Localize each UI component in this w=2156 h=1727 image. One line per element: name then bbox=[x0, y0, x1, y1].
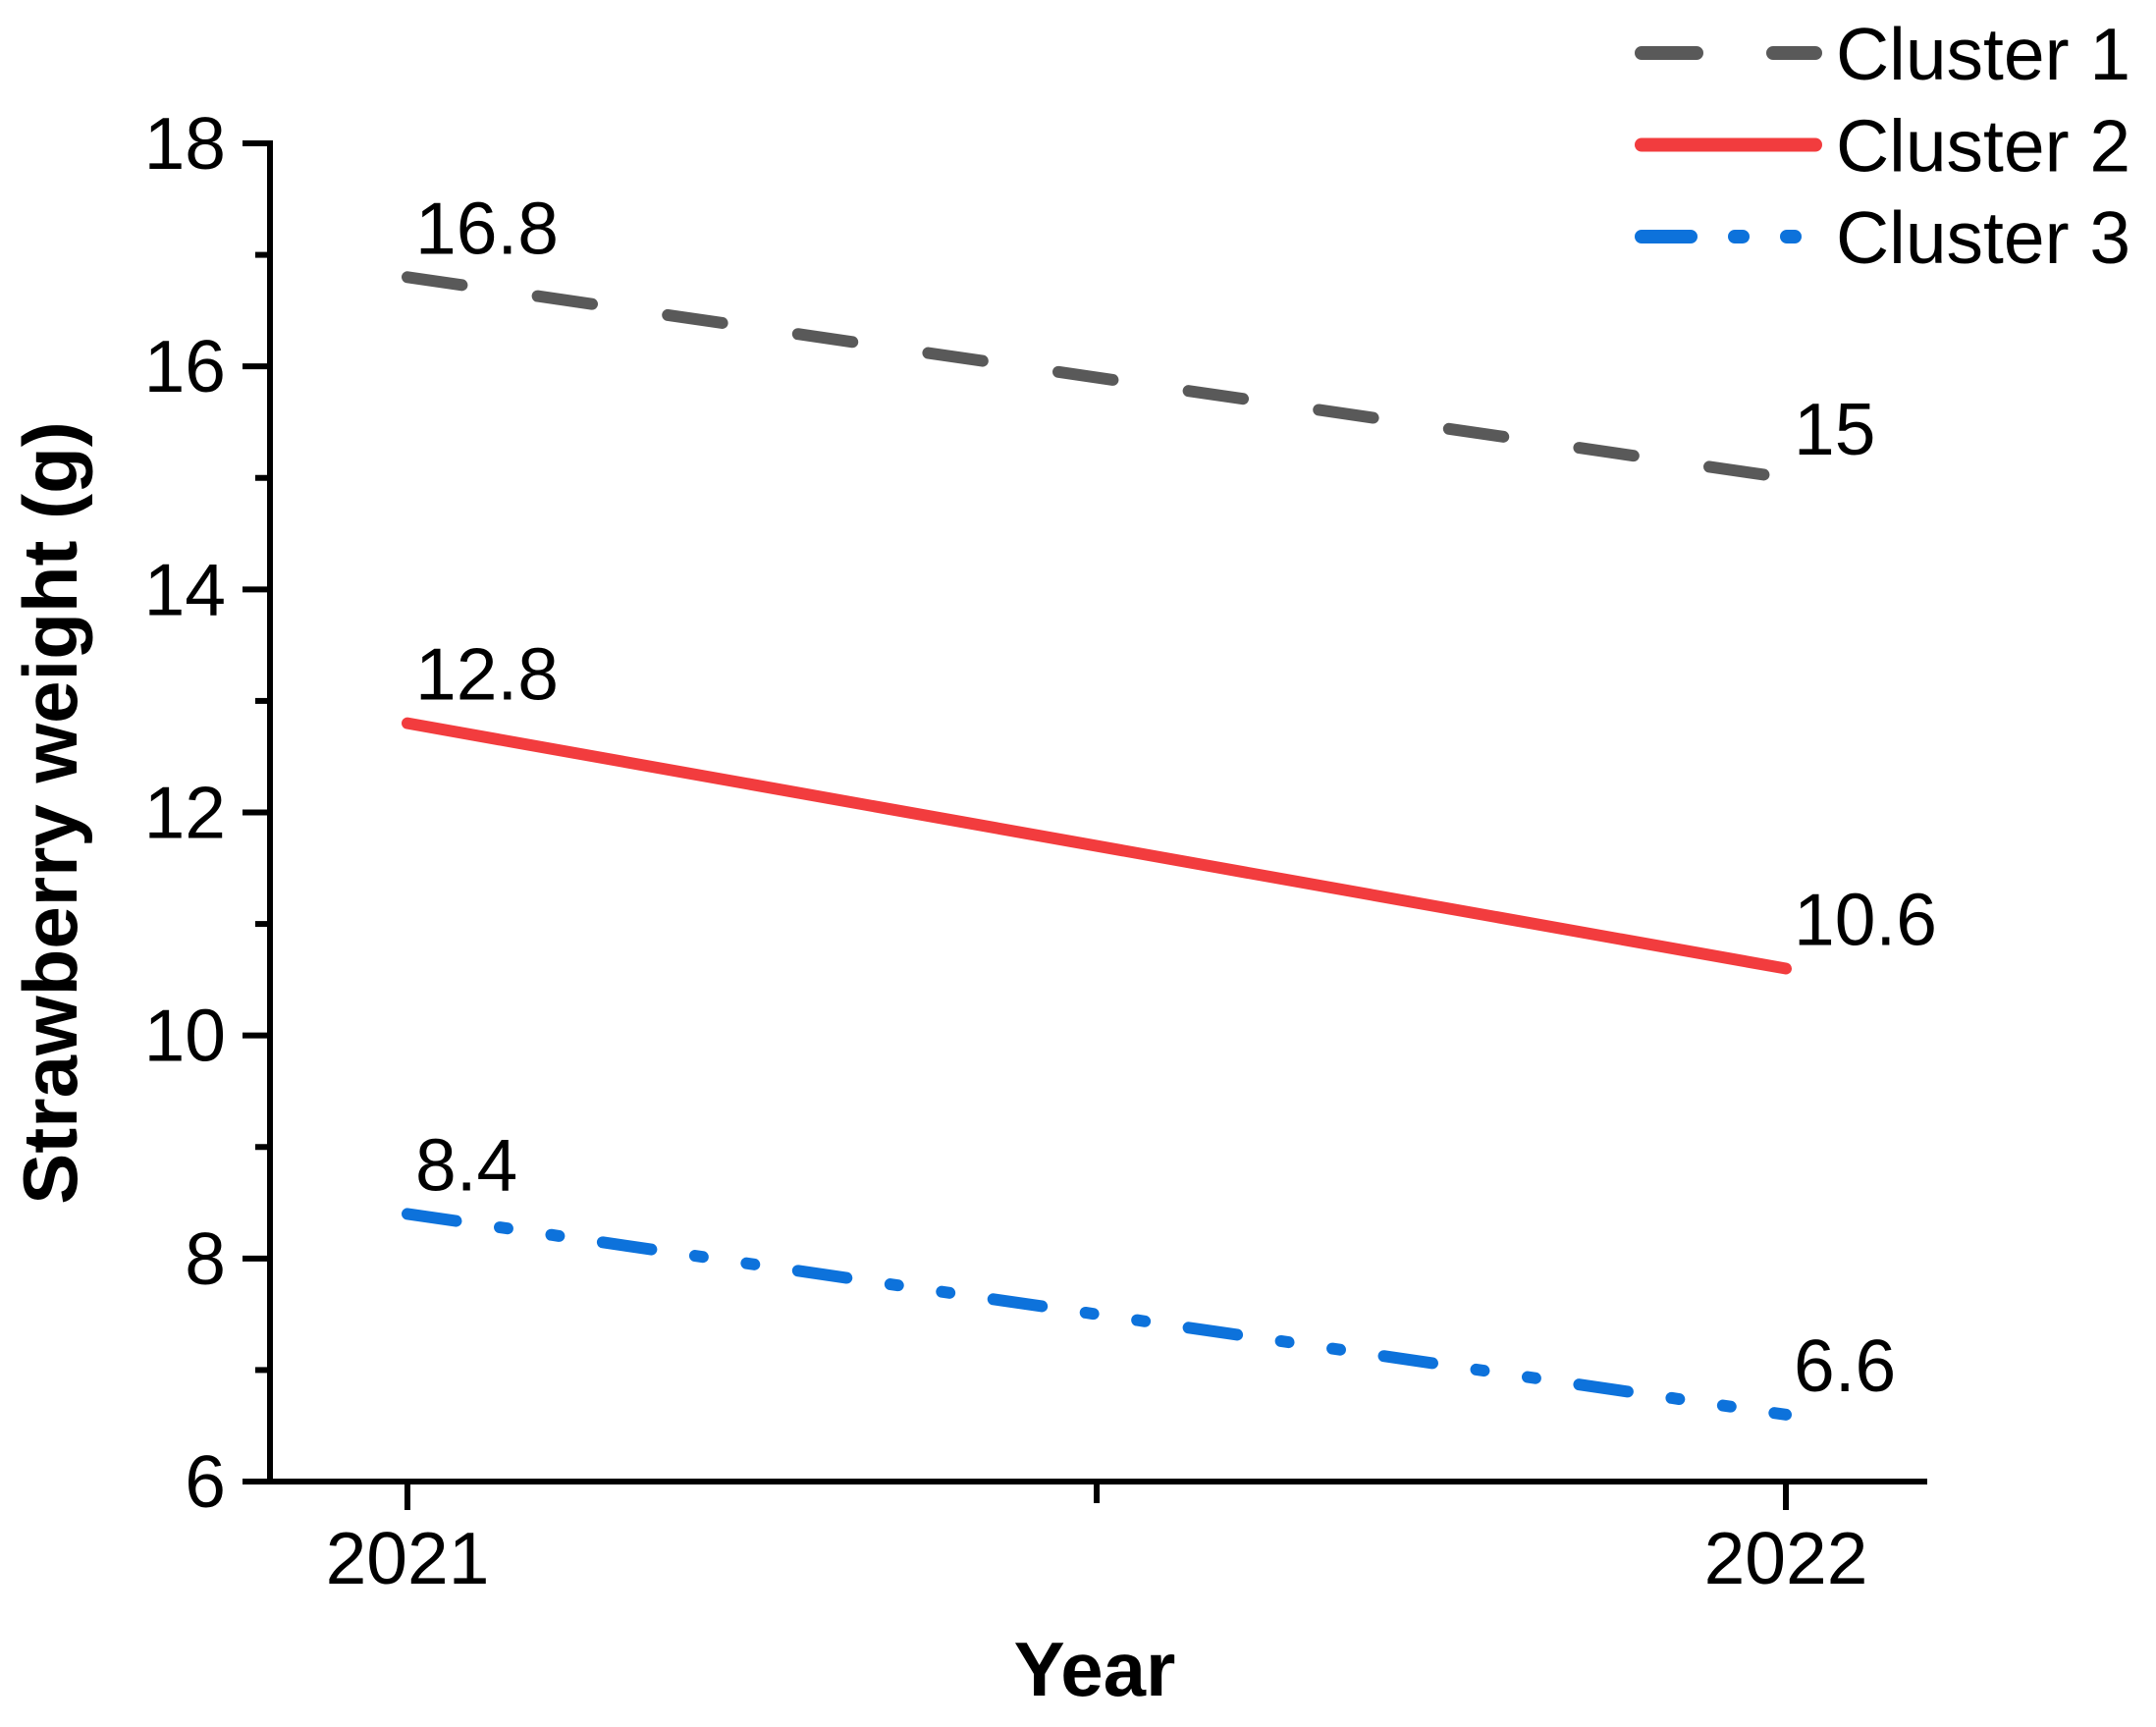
legend-label-cluster-3: Cluster 3 bbox=[1836, 196, 2130, 279]
y-tick-label: 6 bbox=[185, 1440, 226, 1523]
axes-group bbox=[267, 140, 1927, 1484]
series-line-cluster-2 bbox=[402, 717, 1792, 975]
data-label-cluster-2: 12.8 bbox=[415, 633, 559, 716]
tick-labels-group: 6 8 10 12 14 16 18 2021 2022 bbox=[144, 102, 1868, 1599]
x-tick-label: 2021 bbox=[326, 1517, 490, 1599]
data-label-cluster-1: 16.8 bbox=[415, 187, 559, 269]
data-label-cluster-3: 8.4 bbox=[415, 1123, 517, 1206]
data-label-cluster-1: 15 bbox=[1794, 388, 1875, 470]
y-tick-label: 8 bbox=[185, 1217, 226, 1300]
ticks-group bbox=[243, 140, 1789, 1510]
data-labels-group: 16.8 15 12.8 10.6 8.4 6.6 bbox=[415, 187, 1937, 1407]
y-tick-label: 18 bbox=[144, 102, 226, 185]
y-axis-title: Strawberry weight (g) bbox=[7, 421, 93, 1204]
legend-label-cluster-2: Cluster 2 bbox=[1836, 105, 2130, 188]
legend-label-cluster-1: Cluster 1 bbox=[1836, 13, 2130, 95]
x-axis-title: Year bbox=[1014, 1626, 1176, 1712]
data-label-cluster-2: 10.6 bbox=[1794, 879, 1937, 961]
y-tick-label: 14 bbox=[144, 548, 226, 630]
y-tick-label: 10 bbox=[144, 995, 226, 1077]
series-line-cluster-1 bbox=[402, 271, 1792, 484]
data-label-cluster-3: 6.6 bbox=[1794, 1324, 1896, 1407]
series-line-cluster-3 bbox=[402, 1208, 1792, 1421]
y-tick-label: 12 bbox=[144, 772, 226, 854]
x-tick-label: 2022 bbox=[1704, 1517, 1868, 1599]
y-tick-label: 16 bbox=[144, 325, 226, 407]
series-lines-group bbox=[402, 271, 1792, 1421]
